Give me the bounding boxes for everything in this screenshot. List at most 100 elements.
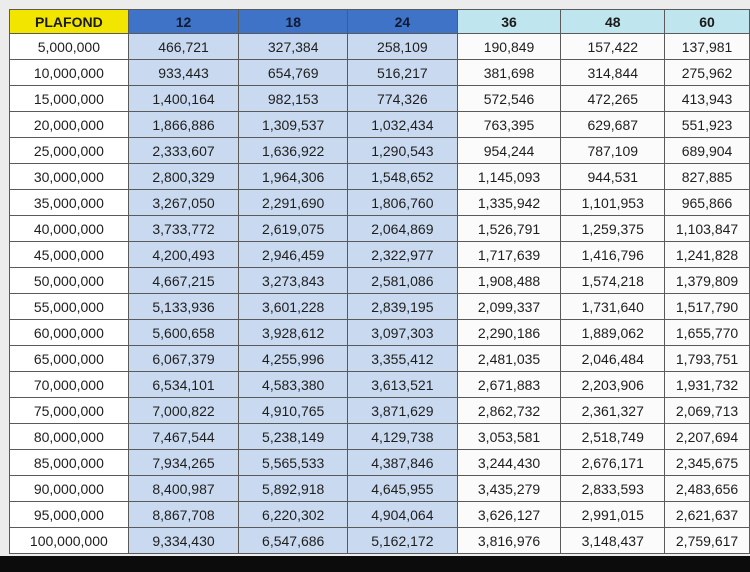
tenor-36-cell: 190,849 xyxy=(456,33,562,60)
header-tenor-12: 12 xyxy=(127,9,240,34)
tenor-48-cell: 314,844 xyxy=(560,59,666,86)
tenor-60-cell: 1,379,809 xyxy=(664,267,750,294)
tenor-18-cell: 5,565,533 xyxy=(238,449,349,476)
tenor-12-cell: 8,400,987 xyxy=(127,475,240,502)
tenor-12-cell: 2,333,607 xyxy=(127,137,240,164)
table-row: 40,000,000 3,733,772 2,619,075 2,064,869 1,5… xyxy=(9,215,750,242)
tenor-36-cell: 3,244,430 xyxy=(456,449,562,476)
tenor-24-cell: 2,064,869 xyxy=(347,215,458,242)
tenor-24-cell: 2,322,977 xyxy=(347,241,458,268)
tenor-48-cell: 1,259,375 xyxy=(560,215,666,242)
tenor-24-cell: 2,581,086 xyxy=(347,267,458,294)
tenor-12-cell: 6,067,379 xyxy=(127,345,240,372)
tenor-12-cell: 7,934,265 xyxy=(127,449,240,476)
tenor-36-cell: 1,526,791 xyxy=(456,215,562,242)
tenor-48-cell: 2,361,327 xyxy=(560,397,666,424)
tenor-18-cell: 4,910,765 xyxy=(238,397,349,424)
tenor-18-cell: 3,928,612 xyxy=(238,319,349,346)
plafond-cell: 65,000,000 xyxy=(9,345,129,372)
tenor-12-cell: 7,000,822 xyxy=(127,397,240,424)
tenor-36-cell: 381,698 xyxy=(456,59,562,86)
tenor-60-cell: 413,943 xyxy=(664,85,750,112)
tenor-12-cell: 6,534,101 xyxy=(127,371,240,398)
tenor-36-cell: 2,099,337 xyxy=(456,293,562,320)
tenor-12-cell: 3,733,772 xyxy=(127,215,240,242)
tenor-24-cell: 1,290,543 xyxy=(347,137,458,164)
tenor-60-cell: 2,207,694 xyxy=(664,423,750,450)
tenor-36-cell: 3,435,279 xyxy=(456,475,562,502)
tenor-48-cell: 1,889,062 xyxy=(560,319,666,346)
tenor-12-cell: 8,867,708 xyxy=(127,501,240,528)
tenor-24-cell: 4,129,738 xyxy=(347,423,458,450)
tenor-24-cell: 774,326 xyxy=(347,85,458,112)
tenor-48-cell: 472,265 xyxy=(560,85,666,112)
plafond-cell: 35,000,000 xyxy=(9,189,129,216)
plafond-cell: 80,000,000 xyxy=(9,423,129,450)
tenor-24-cell: 3,871,629 xyxy=(347,397,458,424)
table-row: 20,000,000 1,866,886 1,309,537 1,032,434 763… xyxy=(9,111,750,138)
table-row: 50,000,000 4,667,215 3,273,843 2,581,086 1,9… xyxy=(9,267,750,294)
table-row: 100,000,000 9,334,430 6,547,686 5,162,172 3,… xyxy=(9,527,750,554)
tenor-36-cell: 2,290,186 xyxy=(456,319,562,346)
tenor-12-cell: 4,667,215 xyxy=(127,267,240,294)
table-body: 5,000,000 466,721 327,384 258,109 190,849 157… xyxy=(9,33,750,554)
tenor-60-cell: 1,931,732 xyxy=(664,371,750,398)
plafond-cell: 15,000,000 xyxy=(9,85,129,112)
tenor-36-cell: 2,671,883 xyxy=(456,371,562,398)
tenor-12-cell: 3,267,050 xyxy=(127,189,240,216)
plafond-cell: 30,000,000 xyxy=(9,163,129,190)
installment-table: PLAFOND 12 18 24 36 48 60 5,000,000 466,7… xyxy=(9,9,750,554)
tenor-48-cell: 3,148,437 xyxy=(560,527,666,554)
tenor-24-cell: 5,162,172 xyxy=(347,527,458,554)
table-row: 35,000,000 3,267,050 2,291,690 1,806,760 1,3… xyxy=(9,189,750,216)
tenor-60-cell: 551,923 xyxy=(664,111,750,138)
tenor-18-cell: 4,583,380 xyxy=(238,371,349,398)
tenor-60-cell: 1,103,847 xyxy=(664,215,750,242)
tenor-12-cell: 466,721 xyxy=(127,33,240,60)
tenor-36-cell: 3,053,581 xyxy=(456,423,562,450)
tenor-18-cell: 654,769 xyxy=(238,59,349,86)
tenor-60-cell: 965,866 xyxy=(664,189,750,216)
table-row: 85,000,000 7,934,265 5,565,533 4,387,846 3,2… xyxy=(9,449,750,476)
tenor-60-cell: 2,483,656 xyxy=(664,475,750,502)
tenor-60-cell: 2,759,617 xyxy=(664,527,750,554)
tenor-60-cell: 1,241,828 xyxy=(664,241,750,268)
tenor-24-cell: 1,806,760 xyxy=(347,189,458,216)
tenor-60-cell: 2,345,675 xyxy=(664,449,750,476)
tenor-18-cell: 2,946,459 xyxy=(238,241,349,268)
tenor-60-cell: 1,517,790 xyxy=(664,293,750,320)
table-row: 95,000,000 8,867,708 6,220,302 4,904,064 3,6… xyxy=(9,501,750,528)
tenor-18-cell: 6,547,686 xyxy=(238,527,349,554)
tenor-18-cell: 3,601,228 xyxy=(238,293,349,320)
tenor-36-cell: 954,244 xyxy=(456,137,562,164)
tenor-12-cell: 1,866,886 xyxy=(127,111,240,138)
table-row: 30,000,000 2,800,329 1,964,306 1,548,652 1,1… xyxy=(9,163,750,190)
tenor-24-cell: 4,387,846 xyxy=(347,449,458,476)
tenor-48-cell: 2,203,906 xyxy=(560,371,666,398)
plafond-cell: 25,000,000 xyxy=(9,137,129,164)
tenor-48-cell: 2,518,749 xyxy=(560,423,666,450)
tenor-48-cell: 2,991,015 xyxy=(560,501,666,528)
table-row: 65,000,000 6,067,379 4,255,996 3,355,412 2,4… xyxy=(9,345,750,372)
tenor-48-cell: 157,422 xyxy=(560,33,666,60)
header-tenor-24: 24 xyxy=(347,9,458,34)
tenor-60-cell: 275,962 xyxy=(664,59,750,86)
tenor-18-cell: 327,384 xyxy=(238,33,349,60)
tenor-36-cell: 1,908,488 xyxy=(456,267,562,294)
tenor-24-cell: 3,355,412 xyxy=(347,345,458,372)
table-row: 60,000,000 5,600,658 3,928,612 3,097,303 2,2… xyxy=(9,319,750,346)
tenor-24-cell: 3,613,521 xyxy=(347,371,458,398)
plafond-cell: 40,000,000 xyxy=(9,215,129,242)
tenor-18-cell: 1,309,537 xyxy=(238,111,349,138)
header-tenor-36: 36 xyxy=(456,9,562,34)
plafond-cell: 45,000,000 xyxy=(9,241,129,268)
table-row: 25,000,000 2,333,607 1,636,922 1,290,543 954… xyxy=(9,137,750,164)
table-row: 45,000,000 4,200,493 2,946,459 2,322,977 1,7… xyxy=(9,241,750,268)
tenor-36-cell: 2,481,035 xyxy=(456,345,562,372)
tenor-60-cell: 1,655,770 xyxy=(664,319,750,346)
tenor-60-cell: 827,885 xyxy=(664,163,750,190)
tenor-12-cell: 5,133,936 xyxy=(127,293,240,320)
table-row: 10,000,000 933,443 654,769 516,217 381,698 31… xyxy=(9,59,750,86)
table-row: 75,000,000 7,000,822 4,910,765 3,871,629 2,8… xyxy=(9,397,750,424)
